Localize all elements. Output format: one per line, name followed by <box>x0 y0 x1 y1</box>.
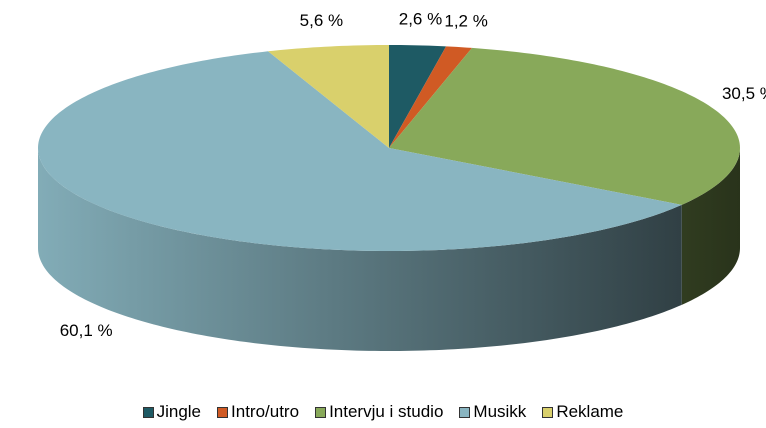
data-label: 60,1 % <box>60 321 113 340</box>
legend-swatch <box>459 406 471 418</box>
data-label: 1,2 % <box>444 11 487 30</box>
legend-swatch <box>315 406 327 418</box>
pie-sides <box>38 148 740 351</box>
legend-swatch <box>542 406 554 418</box>
legend: Jingle Intro/utro Intervju i studio Musikk R… <box>0 402 766 422</box>
pie-slice <box>38 51 682 251</box>
legend-label: Reklame <box>556 402 624 421</box>
pie-slice <box>268 45 389 148</box>
legend-item: Intervju i studio <box>315 402 443 422</box>
legend-label: Jingle <box>156 402 202 421</box>
pie-side <box>38 148 682 351</box>
pie-slice <box>389 47 740 205</box>
legend-swatch <box>142 406 154 418</box>
pie-side <box>681 148 740 305</box>
legend-item: Reklame <box>542 402 623 422</box>
data-label: 2,6 % <box>399 9 442 28</box>
legend-label: Intervju i studio <box>329 402 444 421</box>
legend-label: Intro/utro <box>231 402 300 421</box>
pie-slice <box>389 46 473 148</box>
legend-label: Musikk <box>473 402 527 421</box>
legend-item: Jingle <box>142 402 202 422</box>
legend-swatch <box>217 406 229 418</box>
data-label: 5,6 % <box>300 11 343 30</box>
legend-item: Musikk <box>459 402 526 422</box>
pie-slice <box>389 45 447 148</box>
pie-plot: 2,6 %1,2 % 30,5 % 60,1 % 5,6 % <box>38 9 766 351</box>
legend-item: Intro/utro <box>217 402 299 422</box>
data-label: 30,5 % <box>722 84 766 103</box>
